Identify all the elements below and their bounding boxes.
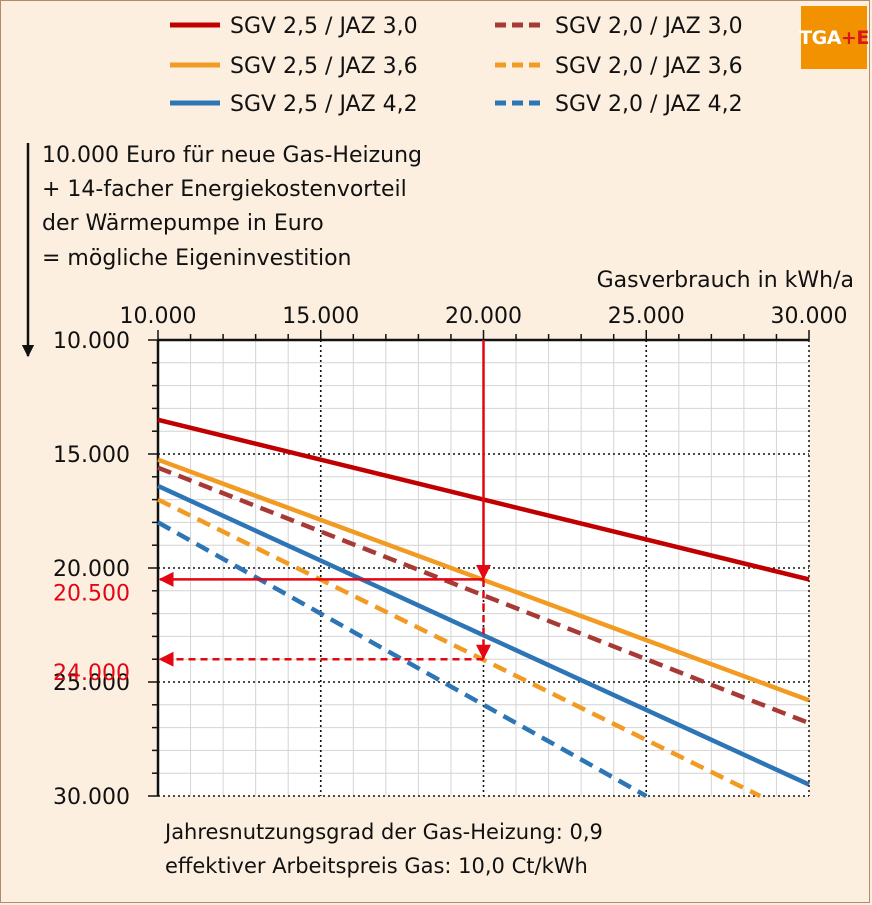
x-tick-label: 15.000 <box>282 304 359 329</box>
logo-text: TGA <box>799 26 841 49</box>
x-axis-label: Gasverbrauch in kWh/a <box>596 268 854 293</box>
series-line <box>157 483 810 787</box>
y-tick-label: 10.000 <box>53 329 130 354</box>
x-tick-label: 10.000 <box>120 304 197 329</box>
x-tick-label: 30.000 <box>771 304 848 329</box>
y-tick-label: 25.000 <box>53 671 130 696</box>
description-line-3: der Wärmepumpe in Euro <box>42 211 324 236</box>
legend-label: SGV 2,5 / JAZ 3,6 <box>230 54 418 79</box>
x-tick-label: 25.000 <box>608 304 685 329</box>
legend-label: SGV 2,5 / JAZ 3,0 <box>230 14 418 39</box>
annotation-label: 20.500 <box>53 581 130 606</box>
legend-label: SGV 2,0 / JAZ 3,0 <box>555 14 743 39</box>
x-tick-label: 20.000 <box>445 304 522 329</box>
y-tick-label: 15.000 <box>53 443 130 468</box>
legend-label: SGV 2,5 / JAZ 4,2 <box>230 92 418 117</box>
tga-logo: TGA +E <box>799 6 869 69</box>
footnote-gas-price: effektiver Arbeitspreis Gas: 10,0 Ct/kWh <box>165 854 588 878</box>
footnote-efficiency: Jahresnutzungsgrad der Gas-Heizung: 0,9 <box>165 820 603 844</box>
logo-accent: +E <box>840 26 869 49</box>
y-tick-label: 20.000 <box>53 557 130 582</box>
y-tick-label: 30.000 <box>53 785 130 810</box>
description-line-1: 10.000 Euro für neue Gas-Heizung <box>42 143 423 168</box>
description-line-4: = mögliche Eigeninvestition <box>42 246 352 271</box>
series-line <box>157 465 810 726</box>
series-line <box>156 520 648 798</box>
legend-label: SGV 2,0 / JAZ 4,2 <box>555 92 743 117</box>
series-line <box>157 497 762 799</box>
legend-label: SGV 2,0 / JAZ 3,6 <box>555 54 743 79</box>
description-line-2: + 14-facher Energiekostenvorteil <box>42 177 407 202</box>
annotation-label: 24.000 <box>53 661 130 686</box>
